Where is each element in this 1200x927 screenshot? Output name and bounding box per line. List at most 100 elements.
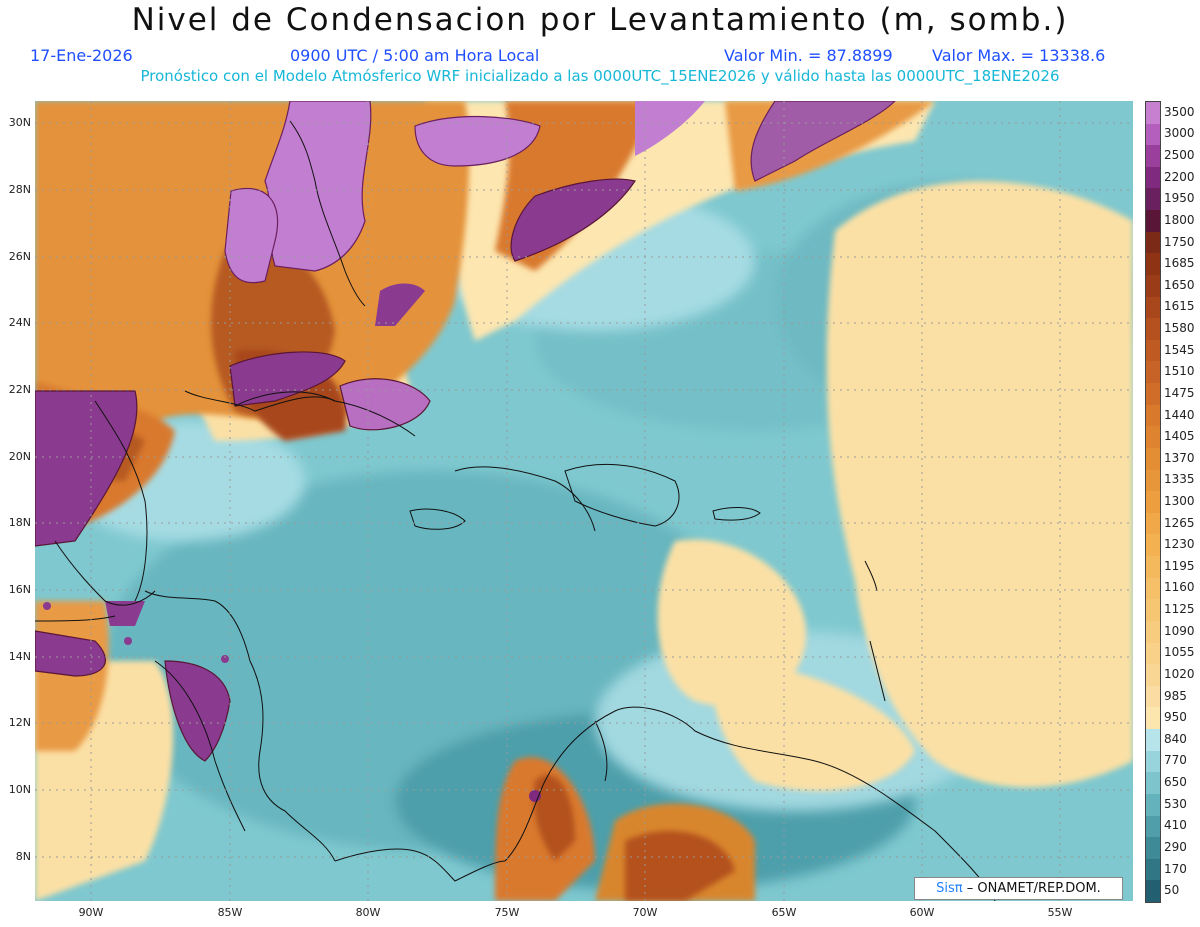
colorbar-swatch: [1146, 512, 1160, 535]
colorbar-label: 1125: [1164, 602, 1195, 617]
colorbar-swatch: [1146, 361, 1160, 384]
lon-label: 55W: [1047, 906, 1073, 919]
colorbar-swatch: [1146, 815, 1160, 838]
colorbar-swatch: [1146, 469, 1160, 492]
colorbar-label: 1055: [1164, 645, 1195, 660]
colorbar-label: 1335: [1164, 472, 1195, 487]
lat-label: 22N: [8, 383, 31, 396]
colorbar-label: 3500: [1164, 104, 1195, 119]
lon-label: 70W: [632, 906, 658, 919]
colorbar-label: 1545: [1164, 342, 1195, 357]
sispi-logo: Sisπ: [936, 881, 963, 896]
colorbar-swatch: [1146, 858, 1160, 881]
map-title: Nivel de Condensacion por Levantamiento …: [131, 2, 1069, 38]
colorbar-label: 1405: [1164, 429, 1195, 444]
colorbar-swatch: [1146, 642, 1160, 665]
colorbar-swatch: [1146, 253, 1160, 276]
colorbar-label: 2500: [1164, 148, 1195, 163]
colorbar-label: 1300: [1164, 494, 1195, 508]
lon-label: 80W: [355, 906, 381, 919]
colorbar-label: 1510: [1164, 364, 1195, 379]
colorbar-swatch: [1146, 145, 1160, 168]
colorbar-swatch: [1146, 123, 1160, 146]
colorbar-label: 50: [1164, 883, 1180, 898]
lat-label: 30N: [8, 116, 31, 129]
colorbar-swatch: [1146, 274, 1160, 297]
colorbar: [1145, 101, 1161, 903]
lat-label: 8N: [15, 850, 31, 863]
colorbar-label: 1370: [1164, 450, 1195, 465]
colorbar-label: 1750: [1164, 234, 1195, 249]
coastlines: [35, 120, 996, 901]
colorbar-swatch: [1146, 707, 1160, 730]
colorbar-swatch: [1146, 404, 1160, 427]
colorbar-swatch: [1146, 188, 1160, 211]
colorbar-label: 1685: [1164, 256, 1195, 271]
colorbar-label: 410: [1164, 818, 1187, 833]
colorbar-label: 985: [1164, 688, 1187, 703]
colorbar-label: 1020: [1164, 666, 1195, 681]
colorbar-swatch: [1146, 318, 1160, 341]
colorbar-swatch: [1146, 447, 1160, 470]
lat-label: 12N: [8, 716, 31, 729]
graticule: [35, 101, 1133, 901]
min-value: Valor Min. = 87.8899: [724, 46, 893, 65]
lat-label: 24N: [8, 316, 31, 329]
map-canvas: [35, 101, 1133, 901]
lat-label: 10N: [8, 783, 31, 796]
colorbar-label: 1950: [1164, 191, 1195, 206]
colorbar-swatch: [1146, 556, 1160, 579]
colorbar-label: 1800: [1164, 212, 1195, 227]
colorbar-label: 1265: [1164, 515, 1195, 530]
colorbar-swatch: [1146, 880, 1160, 903]
max-value: Valor Max. = 13338.6: [932, 46, 1106, 65]
credit-text: – ONAMET/REP.DOM.: [966, 881, 1101, 896]
lat-label: 26N: [8, 250, 31, 263]
colorbar-swatch: [1146, 729, 1160, 752]
colorbar-label: 1440: [1164, 407, 1195, 422]
lon-label: 75W: [494, 906, 520, 919]
colorbar-label: 770: [1164, 753, 1187, 768]
colorbar-swatch: [1146, 685, 1160, 708]
colorbar-label: 650: [1164, 775, 1187, 790]
colorbar-swatch: [1146, 231, 1160, 254]
colorbar-label: 1230: [1164, 537, 1195, 552]
colorbar-label: 1160: [1164, 580, 1195, 595]
colorbar-swatch: [1146, 296, 1160, 319]
credit-box: Sisπ – ONAMET/REP.DOM.: [914, 877, 1123, 900]
colorbar-swatch: [1146, 577, 1160, 600]
colorbar-swatch: [1146, 166, 1160, 189]
colorbar-label: 170: [1164, 861, 1187, 876]
colorbar-label: 1090: [1164, 623, 1195, 638]
lon-label: 60W: [909, 906, 935, 919]
colorbar-label: 2200: [1164, 169, 1195, 184]
colorbar-label: 1650: [1164, 277, 1195, 292]
colorbar-label: 950: [1164, 710, 1187, 725]
colorbar-label: 1580: [1164, 321, 1195, 336]
colorbar-label: 840: [1164, 731, 1187, 746]
lat-label: 14N: [8, 650, 31, 663]
lon-label: 65W: [771, 906, 797, 919]
colorbar-swatch: [1146, 664, 1160, 687]
colorbar-swatch: [1146, 102, 1160, 124]
colorbar-label: 1475: [1164, 385, 1195, 400]
colorbar-swatch: [1146, 210, 1160, 233]
colorbar-label: 290: [1164, 839, 1187, 854]
colorbar-swatch: [1146, 793, 1160, 816]
lon-label: 85W: [217, 906, 243, 919]
colorbar-swatch: [1146, 339, 1160, 362]
colorbar-swatch: [1146, 772, 1160, 795]
forecast-date: 17-Ene-2026: [30, 46, 133, 65]
lat-label: 18N: [8, 516, 31, 529]
model-info: Pronóstico con el Modelo Atmósferico WRF…: [140, 67, 1060, 85]
colorbar-swatch: [1146, 426, 1160, 449]
colorbar-swatch: [1146, 750, 1160, 773]
purple-field: [35, 101, 896, 802]
colorbar-swatch: [1146, 599, 1160, 622]
colorbar-label: 1615: [1164, 299, 1195, 314]
colorbar-swatch: [1146, 491, 1160, 514]
colorbar-swatch: [1146, 620, 1160, 643]
lat-label: 28N: [8, 183, 31, 196]
colorbar-label: 1195: [1164, 558, 1195, 573]
colorbar-label: 3000: [1164, 126, 1195, 141]
